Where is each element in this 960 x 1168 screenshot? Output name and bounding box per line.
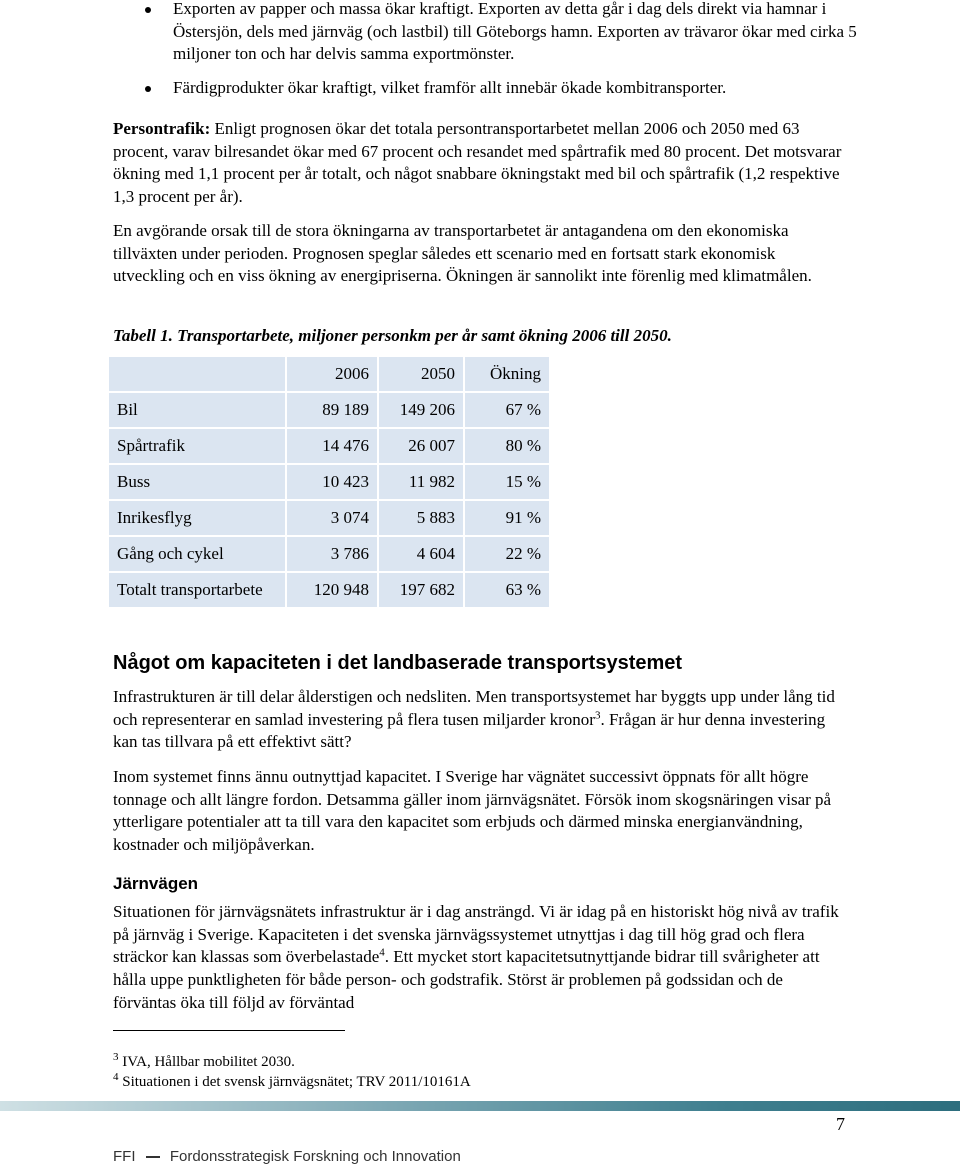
cell: 5 883: [377, 499, 465, 537]
bullet-text: Exporten av papper och massa ökar krafti…: [173, 0, 857, 63]
header-cell: 2006: [285, 355, 379, 393]
row-label: Inrikesflyg: [107, 499, 287, 537]
paragraph: Infrastrukturen är till delar ålderstige…: [113, 686, 848, 754]
table: 2006 2050 Ökning Bil 89 189 149 206 67 % Spå…: [107, 355, 551, 609]
footer: FFI Fordonsstrategisk Forskning och Inno…: [113, 1148, 461, 1165]
cell: 11 982: [377, 463, 465, 501]
paragraph: Persontrafik: Enligt prognosen ökar det …: [113, 118, 848, 209]
bullet-text: Färdigprodukter ökar kraftigt, vilket fr…: [173, 78, 727, 97]
header-cell: [107, 355, 287, 393]
text: Situationen för järnvägsnätets infrastru…: [113, 902, 839, 967]
header-row: 2006 2050 Ökning: [107, 355, 551, 393]
paragraph: En avgörande orsak till de stora ökninga…: [113, 221, 812, 286]
table-row: Bil 89 189 149 206 67 %: [107, 391, 551, 429]
header-cell: Ökning: [463, 355, 551, 393]
cell: 120 948: [285, 571, 379, 609]
footer-text: Fordonsstrategisk Forskning och Innovati…: [169, 1148, 461, 1165]
cell: 10 423: [285, 463, 379, 501]
cell: 197 682: [377, 571, 465, 609]
cell: 22 %: [463, 535, 551, 573]
footer-band: [0, 1101, 960, 1111]
row-label: Totalt transportarbete: [107, 571, 287, 609]
footnote-number: 4: [113, 1071, 119, 1083]
subheading: Järnvägen: [113, 874, 199, 893]
cell: 15 %: [463, 463, 551, 501]
cell: 67 %: [463, 391, 551, 429]
footnote: 4 Situationen i det svensk järnvägsnätet…: [113, 1072, 848, 1092]
table-row: Inrikesflyg 3 074 5 883 91 %: [107, 499, 551, 537]
heading: Något om kapaciteten i det landbaserade …: [113, 652, 683, 674]
text: Infrastrukturen är till delar ålderstige…: [113, 687, 835, 729]
text: . Frågan är hur denna investering kan ta…: [113, 709, 826, 752]
cell: 3 074: [285, 499, 379, 537]
row-label: Bil: [107, 391, 287, 429]
bullet-dot: [145, 86, 151, 92]
footnote: 3 IVA, Hållbar mobilitet 2030.: [113, 1052, 848, 1072]
paragraph: Situationen för järnvägsnätets infrastru…: [113, 901, 848, 1015]
cell: 91 %: [463, 499, 551, 537]
table-row: Spårtrafik 14 476 26 007 80 %: [107, 427, 551, 465]
table-row: Totalt transportarbete 120 948 197 682 63 %: [107, 571, 551, 609]
lead: Persontrafik:: [113, 119, 211, 138]
cell: 14 476: [285, 427, 379, 465]
cell: 26 007: [377, 427, 465, 465]
text: . Ett mycket stort kapacitetsutnyttjande…: [113, 947, 820, 1012]
footnote-text: IVA, Hållbar mobilitet 2030.: [122, 1054, 295, 1070]
table-row: Gång och cykel 3 786 4 604 22 %: [107, 535, 551, 573]
footnote-rule: [113, 1030, 345, 1031]
page-number: 7: [836, 1114, 845, 1134]
bullet-dot: [145, 7, 151, 13]
table-row: Buss 10 423 11 982 15 %: [107, 463, 551, 501]
cell: 4 604: [377, 535, 465, 573]
footnote-number: 3: [113, 1051, 119, 1063]
footnote-ref: 4: [379, 946, 385, 959]
row-label: Spårtrafik: [107, 427, 287, 465]
footnote-ref: 3: [594, 709, 601, 722]
paragraph: Inom systemet finns ännu outnyttjad kapa…: [113, 767, 832, 855]
footer-dash: [145, 1156, 160, 1159]
header-cell: 2050: [377, 355, 465, 393]
cell: 80 %: [463, 427, 551, 465]
row-label: Gång och cykel: [107, 535, 287, 573]
cell: 89 189: [285, 391, 379, 429]
cell: 149 206: [377, 391, 465, 429]
text: Enligt prognosen ökar det totala persont…: [113, 119, 842, 207]
cell: 63 %: [463, 571, 551, 609]
cell: 3 786: [285, 535, 379, 573]
row-label: Buss: [107, 463, 287, 501]
footer-org: FFI: [113, 1148, 136, 1165]
footnote-text: Situationen i det svensk järnvägsnätet; …: [122, 1074, 471, 1090]
table-caption: Tabell 1. Transportarbete, miljoner pers…: [113, 326, 672, 345]
